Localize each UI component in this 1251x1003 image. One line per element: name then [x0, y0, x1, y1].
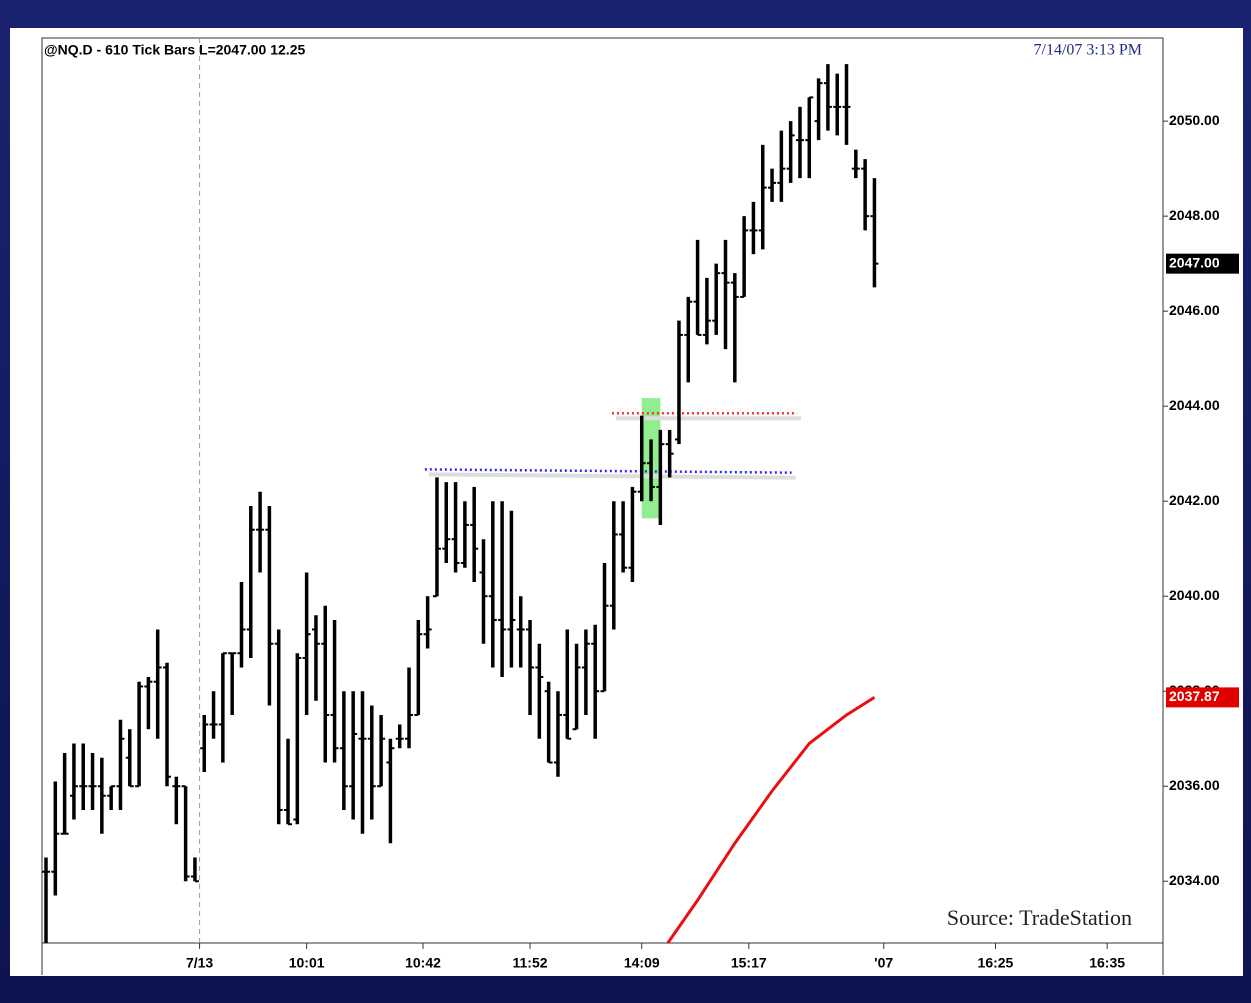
x-tick-label: 15:17	[731, 955, 767, 971]
y-tick-label: 2040.00	[1169, 587, 1220, 603]
y-tick-label: 2050.00	[1169, 112, 1220, 128]
y-tick-label: 2042.00	[1169, 492, 1220, 508]
timestamp: 7/14/07 3:13 PM	[1034, 42, 1142, 59]
x-tick-label: '07	[874, 955, 893, 971]
y-tick-label: 2044.00	[1169, 397, 1220, 413]
x-tick-label: 16:25	[978, 955, 1014, 971]
source: Source: TradeStation	[947, 905, 1132, 930]
overlay-price-label-box	[1166, 687, 1239, 708]
overlay-price-label: 2037.87	[1169, 688, 1220, 704]
last-price-label-box	[1166, 253, 1239, 274]
plot-frame	[41, 37, 1164, 944]
chart-background	[10, 28, 1243, 976]
level-shadow	[428, 472, 796, 480]
y-tick-label: 2048.00	[1169, 207, 1220, 223]
x-tick-label: 10:42	[405, 955, 441, 971]
y-tick-label: 2046.00	[1169, 302, 1220, 318]
last-price-label: 2047.00	[1169, 254, 1220, 270]
level-line	[424, 468, 792, 474]
y-tick-label: 2036.00	[1169, 777, 1220, 793]
x-tick-label: 16:35	[1089, 955, 1125, 971]
x-tick-label: 7/13	[186, 955, 213, 971]
x-tick-label: 14:09	[624, 955, 660, 971]
moving-average	[666, 696, 876, 944]
chart-title: @NQ.D - 610 Tick Bars L=2047.00 12.25	[44, 42, 305, 58]
y-tick-label: 2034.00	[1169, 872, 1220, 888]
x-tick-label: 11:52	[513, 955, 548, 971]
x-tick-label: 10:01	[289, 955, 325, 971]
